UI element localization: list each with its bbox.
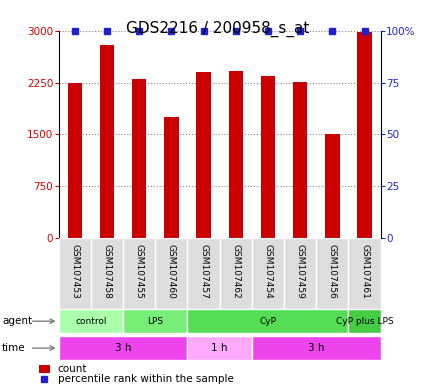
Bar bbox=[187, 336, 251, 360]
Text: GSM107455: GSM107455 bbox=[135, 244, 143, 299]
Text: CyP: CyP bbox=[259, 317, 276, 326]
Bar bbox=[260, 76, 275, 238]
Bar bbox=[91, 238, 123, 309]
Text: GSM107461: GSM107461 bbox=[359, 244, 368, 299]
Bar bbox=[219, 238, 251, 309]
Bar bbox=[59, 238, 91, 309]
Text: time: time bbox=[2, 343, 26, 353]
Bar bbox=[67, 83, 82, 238]
Bar bbox=[196, 72, 210, 238]
Text: 3 h: 3 h bbox=[307, 343, 324, 353]
Bar bbox=[251, 336, 380, 360]
Text: 3 h: 3 h bbox=[115, 343, 131, 353]
Bar bbox=[59, 309, 123, 333]
Bar bbox=[164, 117, 178, 238]
Text: percentile rank within the sample: percentile rank within the sample bbox=[58, 374, 233, 384]
Text: 1 h: 1 h bbox=[211, 343, 227, 353]
Text: GSM107453: GSM107453 bbox=[70, 244, 79, 299]
Bar bbox=[39, 364, 50, 373]
Text: LPS: LPS bbox=[147, 317, 163, 326]
Bar bbox=[99, 45, 114, 238]
Text: control: control bbox=[75, 317, 106, 326]
Text: GDS2216 / 200958_s_at: GDS2216 / 200958_s_at bbox=[125, 21, 309, 37]
Bar bbox=[155, 238, 187, 309]
Bar bbox=[316, 238, 348, 309]
Bar bbox=[348, 309, 380, 333]
Text: GSM107459: GSM107459 bbox=[295, 244, 304, 299]
Text: GSM107457: GSM107457 bbox=[199, 244, 207, 299]
Bar bbox=[187, 309, 348, 333]
Bar bbox=[123, 309, 187, 333]
Bar bbox=[348, 238, 380, 309]
Bar bbox=[132, 79, 146, 238]
Text: CyP plus LPS: CyP plus LPS bbox=[335, 317, 392, 326]
Text: agent: agent bbox=[2, 316, 32, 326]
Bar bbox=[283, 238, 316, 309]
Text: GSM107456: GSM107456 bbox=[327, 244, 336, 299]
Text: GSM107458: GSM107458 bbox=[102, 244, 111, 299]
Bar bbox=[292, 82, 307, 238]
Bar bbox=[251, 238, 283, 309]
Text: GSM107460: GSM107460 bbox=[167, 244, 175, 299]
Bar bbox=[59, 336, 187, 360]
Bar bbox=[228, 71, 243, 238]
Bar bbox=[324, 134, 339, 238]
Text: count: count bbox=[58, 364, 87, 374]
Text: GSM107454: GSM107454 bbox=[263, 244, 272, 298]
Text: GSM107462: GSM107462 bbox=[231, 244, 240, 298]
Bar bbox=[356, 32, 371, 238]
Bar bbox=[123, 238, 155, 309]
Bar bbox=[187, 238, 219, 309]
